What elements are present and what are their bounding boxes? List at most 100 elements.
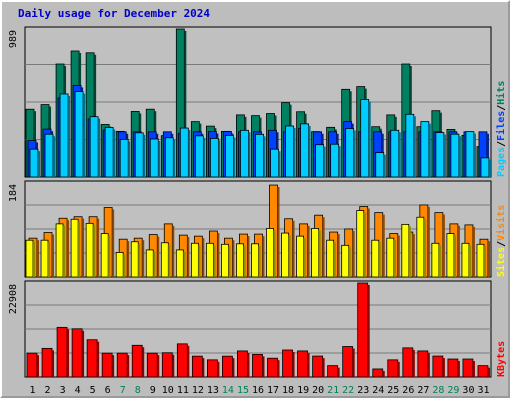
series-legend-hits: Pages/Files/Hits	[495, 81, 507, 177]
legend-sites: Sites	[495, 247, 507, 277]
chart-title: Daily usage for December 2024	[18, 7, 211, 20]
bar-pages	[134, 132, 146, 178]
bar-pages	[435, 132, 446, 178]
x-tick-label: 11	[177, 385, 189, 396]
bar-kbytes	[387, 359, 400, 378]
bar-kbytes	[252, 353, 265, 378]
bar-pages	[59, 93, 71, 178]
bar-sites	[356, 210, 366, 278]
bar-sites	[160, 242, 171, 278]
x-tick-label: 25	[387, 385, 399, 396]
bar-sites	[25, 239, 35, 278]
x-tick-label: 16	[252, 385, 264, 396]
bar-pages	[89, 116, 101, 178]
bar-sites	[205, 242, 216, 278]
x-tick-label: 17	[267, 385, 279, 396]
bar-sites	[416, 216, 426, 278]
bar-pages	[194, 135, 206, 178]
bar-sites	[371, 239, 381, 278]
x-tick-label: 13	[207, 385, 219, 396]
bar-kbytes	[26, 352, 39, 378]
bar-pages	[119, 139, 131, 178]
bar-kbytes	[462, 358, 475, 378]
bar-pages	[285, 125, 296, 178]
bar-pages	[270, 148, 281, 178]
bar-kbytes	[222, 355, 235, 378]
bar-sites	[100, 233, 111, 278]
bar-pages	[149, 138, 161, 178]
bar-kbytes	[342, 346, 355, 378]
bar-pages	[465, 131, 476, 178]
bar-pages	[255, 133, 266, 178]
y-max-label-kbytes: 22908	[8, 284, 19, 314]
legend-pages: Pages	[496, 147, 507, 177]
bar-sites	[281, 232, 291, 278]
bar-kbytes	[86, 339, 100, 378]
legend-files: Files	[495, 111, 507, 141]
bar-pages	[164, 137, 176, 178]
bar-kbytes	[146, 352, 160, 378]
bar-kbytes	[237, 350, 250, 378]
bar-sites	[70, 218, 81, 278]
legend-separator: /	[496, 105, 507, 111]
x-tick-label: 22	[342, 385, 354, 396]
x-tick-label: 27	[417, 385, 429, 396]
x-tick-label: 12	[192, 385, 204, 396]
bar-pages	[240, 129, 251, 178]
bar-pages	[315, 144, 326, 178]
bar-kbytes	[131, 344, 145, 378]
x-tick-label: 18	[282, 385, 294, 396]
x-tick-label: 10	[162, 385, 174, 396]
bar-pages	[209, 137, 221, 178]
bar-kbytes	[357, 282, 370, 378]
x-tick-label: 21	[327, 385, 339, 396]
bar-sites	[236, 243, 246, 278]
bar-kbytes	[267, 357, 280, 378]
legend-visits: Visits	[495, 205, 507, 241]
bar-sites	[386, 237, 396, 278]
bar-kbytes	[56, 326, 70, 378]
series-legend-visits: Sites/Visits	[495, 205, 507, 277]
x-tick-label: 23	[357, 385, 369, 396]
x-tick-label: 5	[90, 385, 96, 396]
bar-kbytes	[101, 352, 115, 378]
x-tick-label: 15	[237, 385, 249, 396]
bar-pages	[179, 127, 191, 178]
bar-kbytes	[327, 365, 340, 378]
bar-pages	[29, 148, 40, 178]
legend-separator: /	[496, 141, 507, 147]
bar-kbytes	[282, 349, 295, 378]
bar-kbytes	[41, 347, 55, 378]
bar-kbytes	[447, 358, 460, 378]
bar-sites	[55, 223, 66, 278]
bar-pages	[300, 123, 311, 178]
bar-pages	[225, 134, 236, 178]
x-tick-label: 26	[402, 385, 414, 396]
legend-kbytes: KBytes	[496, 341, 507, 377]
bar-kbytes	[191, 355, 205, 378]
bar-kbytes	[71, 328, 85, 378]
bar-pages	[360, 99, 371, 178]
y-max-label-visits: 184	[8, 184, 19, 202]
x-tick-label: 4	[75, 385, 81, 396]
bar-sites	[326, 239, 336, 278]
bar-kbytes	[417, 350, 430, 378]
x-tick-label: 19	[297, 385, 309, 396]
bar-pages	[420, 121, 431, 178]
bar-pages	[330, 143, 341, 178]
bar-sites	[145, 249, 156, 278]
x-tick-label: 24	[372, 385, 384, 396]
bar-pages	[74, 91, 86, 178]
x-tick-label: 3	[60, 385, 66, 396]
bar-sites	[266, 228, 276, 278]
bar-kbytes	[116, 352, 130, 378]
series-legend-kbytes: KBytes	[496, 341, 507, 377]
bar-pages	[345, 128, 356, 178]
bar-sites	[251, 243, 261, 278]
bar-pages	[480, 157, 491, 178]
bar-sites	[341, 244, 351, 278]
bar-kbytes	[176, 343, 190, 378]
bar-kbytes	[477, 365, 490, 378]
bar-kbytes	[312, 355, 325, 378]
